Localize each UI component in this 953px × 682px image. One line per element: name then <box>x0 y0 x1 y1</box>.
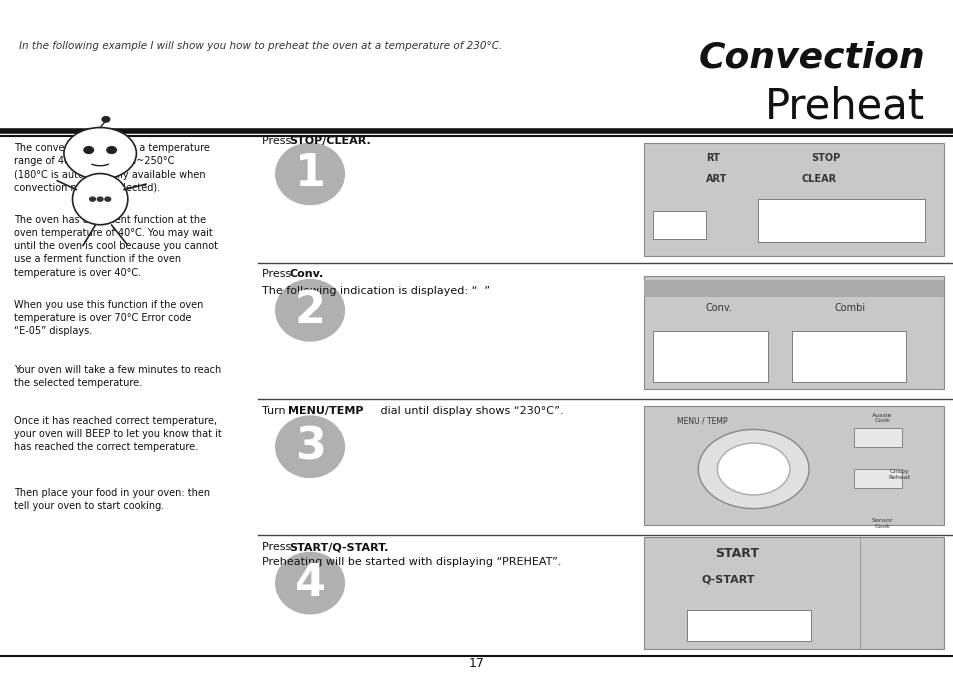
Text: The oven has a ferment function at the
oven temperature of 40°C. You may wait
un: The oven has a ferment function at the o… <box>14 215 218 278</box>
FancyBboxPatch shape <box>653 211 705 239</box>
Circle shape <box>97 197 103 201</box>
FancyBboxPatch shape <box>853 428 901 447</box>
Text: STOP: STOP <box>810 153 840 164</box>
Circle shape <box>105 197 111 201</box>
Circle shape <box>102 117 110 122</box>
Circle shape <box>64 128 136 179</box>
Text: STOP/CLEAR.: STOP/CLEAR. <box>289 136 371 147</box>
Ellipse shape <box>275 416 344 477</box>
Text: The convection oven has a temperature
range of 40°C and 100°C~250°C
(180°C is au: The convection oven has a temperature ra… <box>14 143 210 193</box>
Text: In the following example I will show you how to preheat the oven at a temperatur: In the following example I will show you… <box>19 41 502 51</box>
Text: Preheating will be started with displaying “PREHEAT”.: Preheating will be started with displayi… <box>262 557 561 567</box>
Text: When you use this function if the oven
temperature is over 70°C Error code
“E-05: When you use this function if the oven t… <box>14 300 204 336</box>
Ellipse shape <box>275 552 344 614</box>
Text: START: START <box>715 547 759 560</box>
Text: Then place your food in your oven: then
tell your oven to start cooking.: Then place your food in your oven: then … <box>14 488 211 511</box>
Text: Your oven will take a few minutes to reach
the selected temperature.: Your oven will take a few minutes to rea… <box>14 365 221 388</box>
Ellipse shape <box>275 143 344 205</box>
Text: Sensor
Cook: Sensor Cook <box>871 518 892 529</box>
Ellipse shape <box>72 174 128 225</box>
Text: START/Q-START.: START/Q-START. <box>289 542 388 552</box>
Text: Turn: Turn <box>262 406 289 416</box>
Circle shape <box>107 147 116 153</box>
Text: 17: 17 <box>469 657 484 670</box>
Text: Press: Press <box>262 542 294 552</box>
Text: MENU/TEMP: MENU/TEMP <box>288 406 363 416</box>
Text: Conv.: Conv. <box>705 303 732 314</box>
Text: Combi: Combi <box>834 303 865 314</box>
Text: 1: 1 <box>294 152 325 196</box>
Text: MENU / TEMP: MENU / TEMP <box>677 416 727 425</box>
Text: The following indication is displayed: “  ”: The following indication is displayed: “… <box>262 286 490 297</box>
Text: Press: Press <box>262 136 294 147</box>
Text: Press: Press <box>262 269 294 280</box>
FancyBboxPatch shape <box>758 199 924 242</box>
Text: Crispy
Reheat: Crispy Reheat <box>887 469 910 480</box>
FancyBboxPatch shape <box>686 610 810 641</box>
FancyBboxPatch shape <box>643 276 943 389</box>
FancyBboxPatch shape <box>643 143 943 256</box>
Text: RT: RT <box>705 153 720 164</box>
Text: Conv.: Conv. <box>289 269 323 280</box>
FancyBboxPatch shape <box>653 331 767 382</box>
Circle shape <box>90 197 95 201</box>
Ellipse shape <box>275 280 344 341</box>
Text: Q-START: Q-START <box>700 574 754 584</box>
FancyBboxPatch shape <box>791 331 905 382</box>
Circle shape <box>84 147 93 153</box>
Circle shape <box>698 430 808 509</box>
Text: Convection: Convection <box>698 41 924 75</box>
Text: 3: 3 <box>294 425 325 469</box>
FancyBboxPatch shape <box>643 280 943 297</box>
FancyBboxPatch shape <box>643 406 943 525</box>
Text: Once it has reached correct temperature,
your oven will BEEP to let you know tha: Once it has reached correct temperature,… <box>14 416 222 452</box>
Text: 2: 2 <box>294 288 325 332</box>
Circle shape <box>717 443 789 495</box>
Text: 4: 4 <box>294 561 325 605</box>
Text: CLEAR: CLEAR <box>801 174 836 184</box>
Text: ART: ART <box>705 174 726 184</box>
Text: dial until display shows “230°C”.: dial until display shows “230°C”. <box>376 406 563 416</box>
Text: Aussie
Cook: Aussie Cook <box>871 413 892 424</box>
FancyBboxPatch shape <box>643 537 943 649</box>
FancyBboxPatch shape <box>853 469 901 488</box>
Text: Preheat: Preheat <box>764 85 924 128</box>
